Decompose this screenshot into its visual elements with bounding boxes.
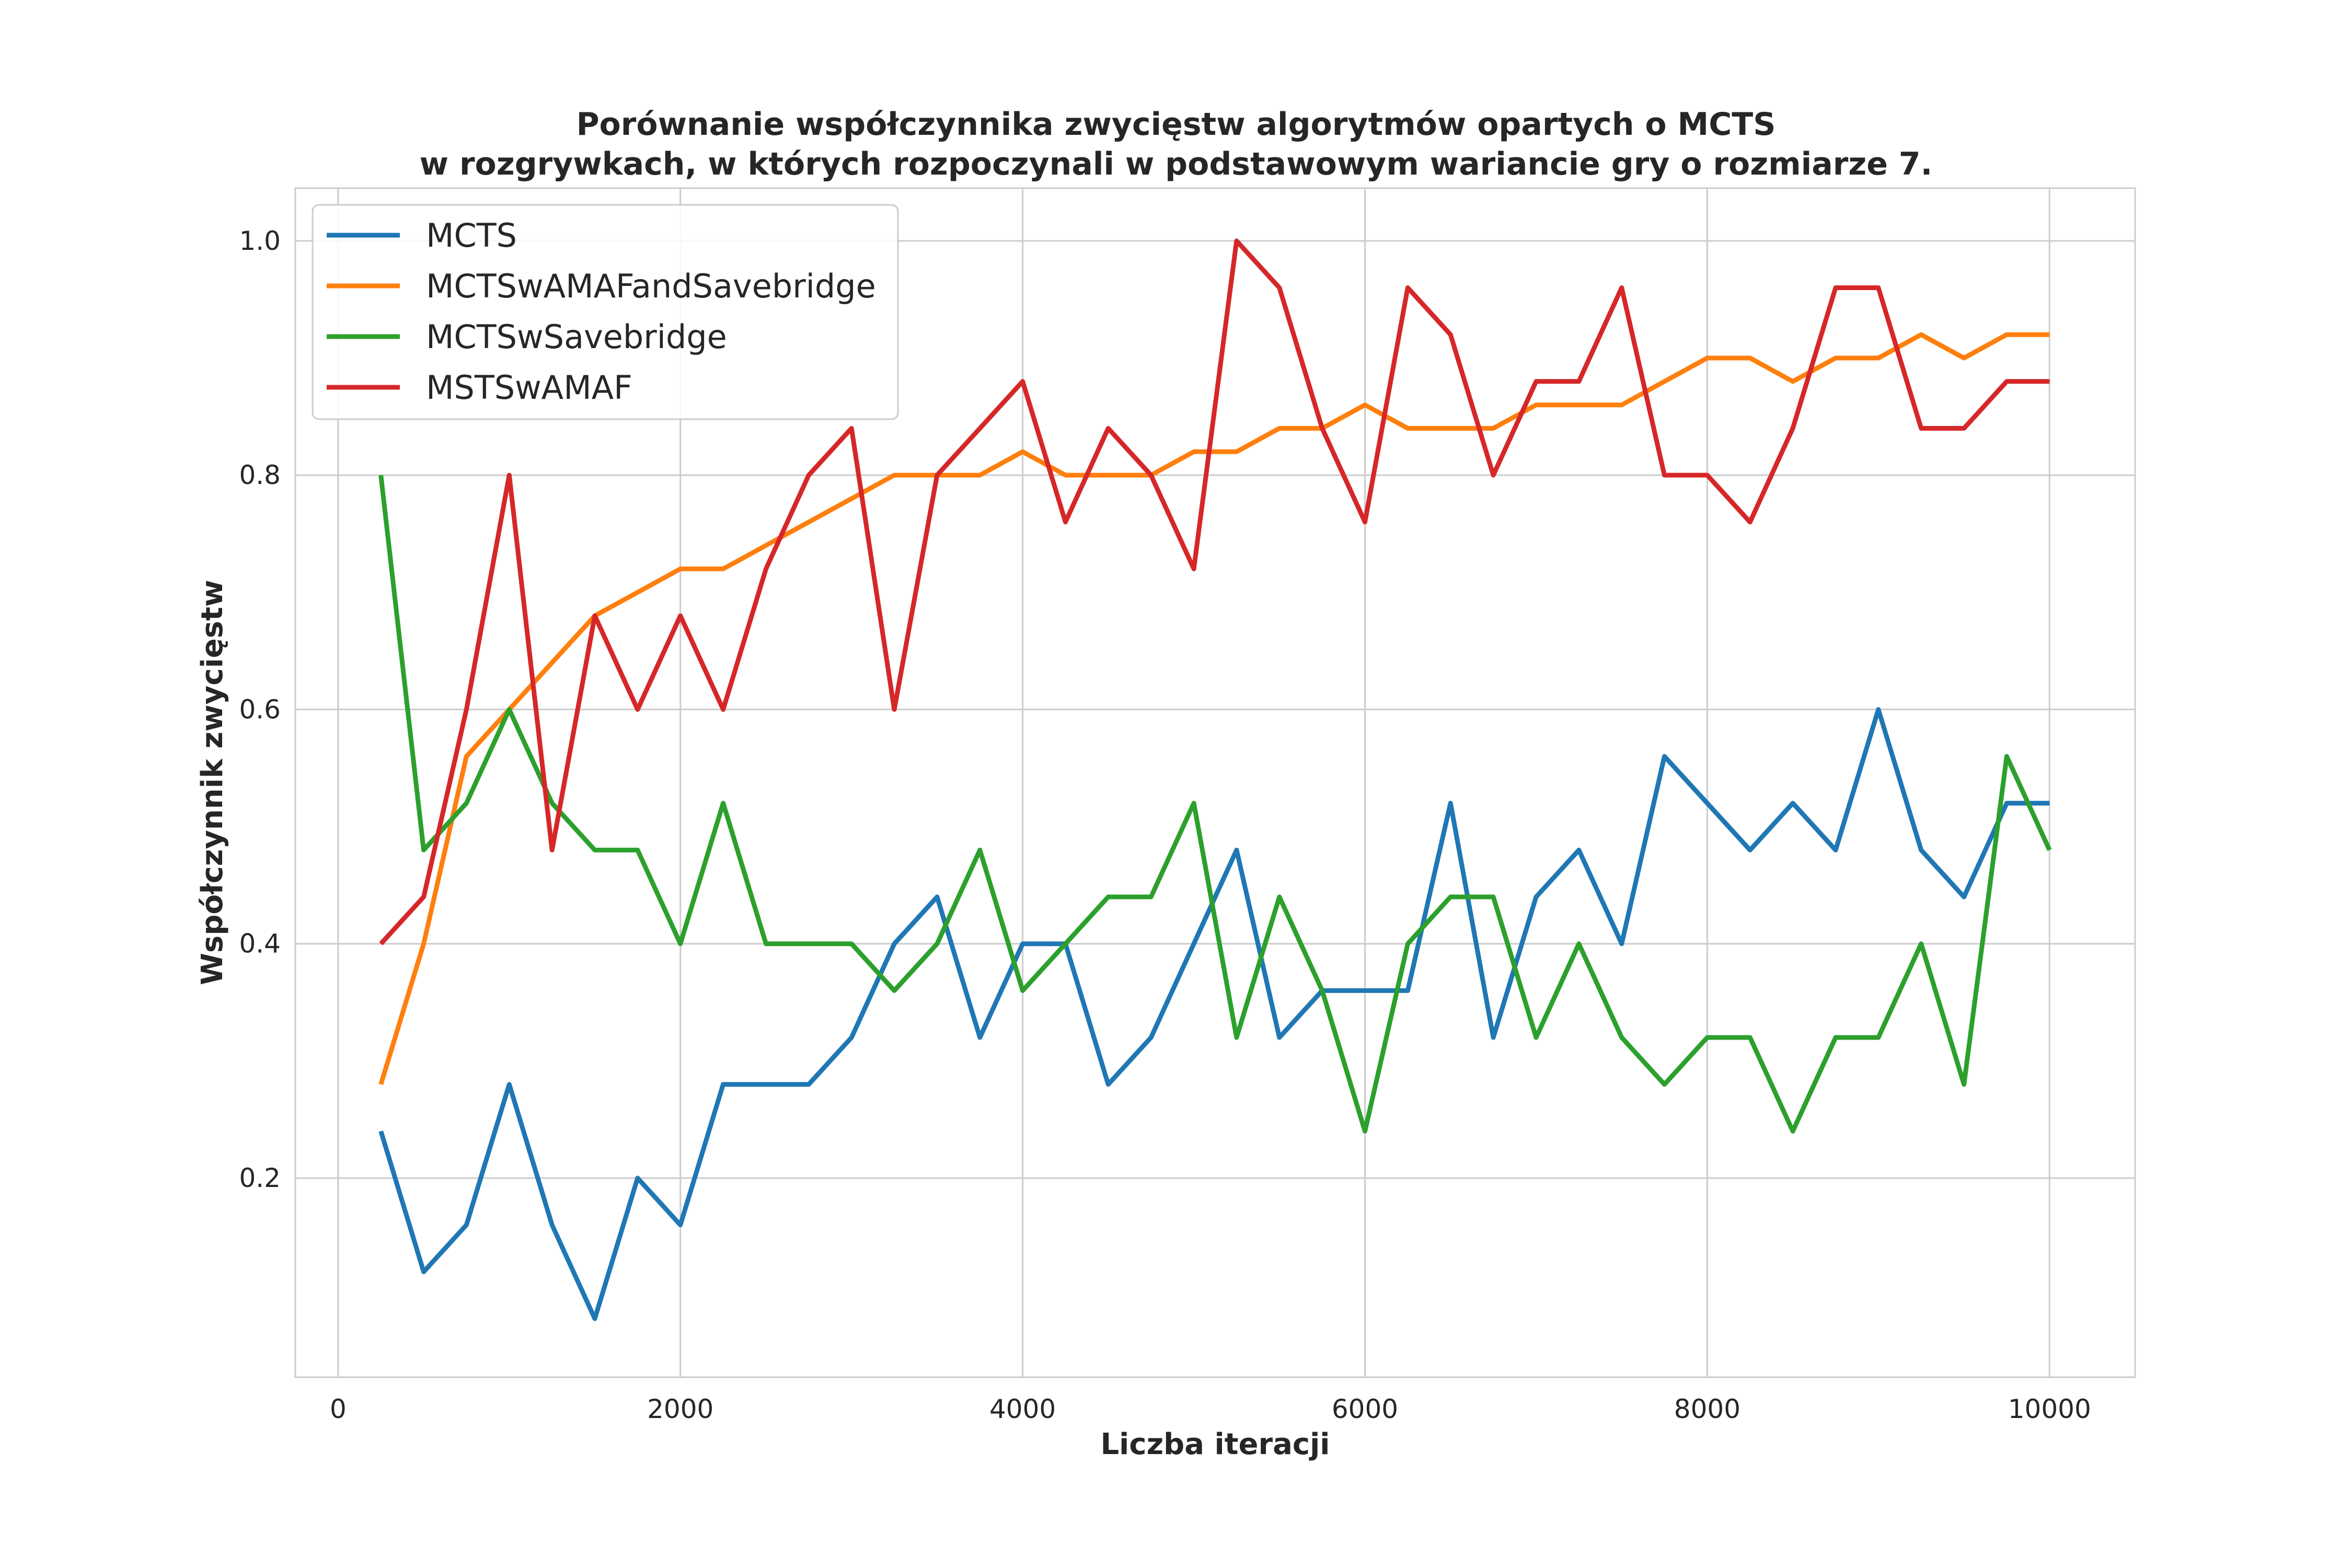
y-tick-label: 0.2 <box>239 1163 281 1193</box>
series-line-0 <box>378 707 2050 1321</box>
x-tick-label: 0 <box>330 1394 347 1424</box>
x-tick-label: 10000 <box>2008 1394 2091 1424</box>
y-tick-label: 1.0 <box>239 226 281 256</box>
series-line-3 <box>379 238 2050 946</box>
legend-label: MCTSwSavebridge <box>426 318 727 356</box>
y-tick-label: 0.4 <box>239 929 281 959</box>
chart-subtitle: w rozgrywkach, w których rozpoczynali w … <box>420 146 1933 182</box>
x-tick-label: 4000 <box>989 1394 1056 1424</box>
x-tick-label: 8000 <box>1674 1394 1740 1424</box>
x-axis-label: Liczba iteracji <box>1101 1427 1330 1461</box>
chart-title: Porównanie współczynnika zwycięstw algor… <box>577 106 1776 143</box>
legend-label: MCTS <box>426 216 517 255</box>
series-lines <box>378 238 2052 1321</box>
y-tick-label: 0.8 <box>239 460 281 490</box>
legend-label: MCTSwAMAFandSavebridge <box>426 267 876 305</box>
legend-label: MSTSwAMAF <box>426 368 632 407</box>
legend-box <box>312 204 899 420</box>
series-line-1 <box>378 332 2050 1086</box>
x-tick-label: 2000 <box>647 1394 713 1424</box>
legend: MCTS MCTSwAMAFandSavebridge MCTSwSavebridg… <box>312 204 899 420</box>
y-axis-label: Współczynnik zwycięstw <box>195 580 229 985</box>
series-line-2 <box>378 475 2052 1134</box>
tick-labels: 0 2000 4000 6000 8000 10000 0.2 0.4 0.6 0.8 1.0 <box>239 226 2091 1424</box>
y-tick-label: 0.6 <box>239 694 281 724</box>
x-tick-label: 6000 <box>1332 1394 1398 1424</box>
